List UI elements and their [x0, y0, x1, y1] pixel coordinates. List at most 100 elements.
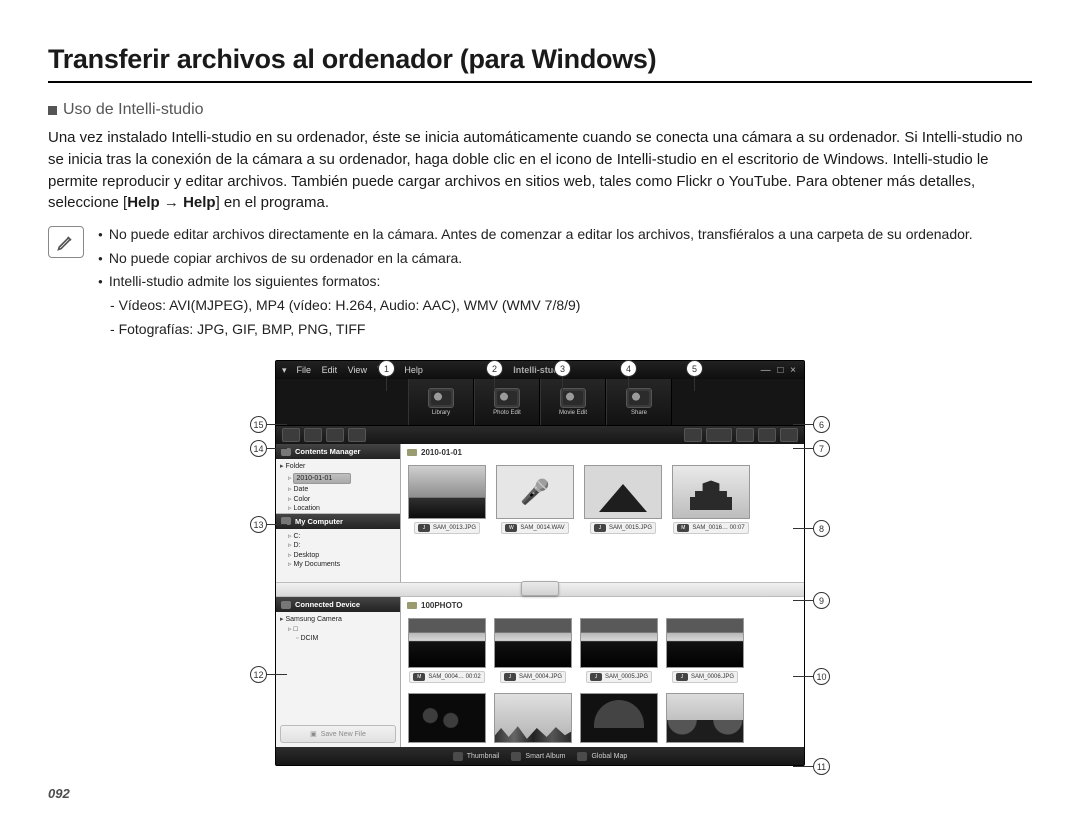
thumbnail-image	[408, 465, 486, 519]
callout-number: 10	[813, 668, 830, 685]
view-video-button[interactable]	[758, 428, 776, 442]
app-logo: Intelli-studio	[513, 365, 567, 375]
tree-folder-root[interactable]: Folder	[280, 462, 396, 471]
tree-item[interactable]: My Documents	[288, 560, 396, 569]
thumbnail[interactable]: JSAM_0013.JPG	[409, 465, 485, 534]
thumbnail[interactable]	[667, 693, 743, 743]
menu-view[interactable]: View	[348, 365, 367, 375]
thumbnail[interactable]: JSAM_0015.JPG	[585, 465, 661, 534]
square-bullet-icon	[48, 106, 57, 115]
notes-block: No puede editar archivos directamente en…	[98, 224, 973, 342]
tree-item[interactable]: □	[288, 625, 396, 634]
thumbnail-image	[584, 465, 662, 519]
connected-device-header: Connected Device	[276, 597, 400, 612]
type-badge-icon: M	[677, 524, 689, 532]
tree-device-root[interactable]: Samsung Camera	[280, 615, 396, 624]
library-icon	[428, 388, 454, 408]
thumbnail-label: JSAM_0005.JPG	[586, 671, 652, 683]
callout-line	[793, 766, 813, 767]
upper-split: Contents Manager Folder 2010-01-01 Date …	[276, 444, 804, 582]
type-badge-icon: J	[418, 524, 430, 532]
menu-file[interactable]: File	[297, 365, 312, 375]
thumbnail[interactable]	[581, 693, 657, 743]
window-controls[interactable]: — □ ×	[761, 365, 798, 376]
subheading-text: Uso de Intelli-studio	[63, 101, 204, 119]
thumbnail-label: MSAM_0016… 00:07	[673, 522, 748, 534]
thumbnail-image	[580, 693, 658, 743]
tree-item[interactable]: Date	[288, 485, 396, 494]
menu-tool[interactable]: Tool	[377, 365, 394, 375]
thumbnail[interactable]: JSAM_0004.JPG	[495, 618, 571, 683]
contents-manager-panel: Contents Manager Folder 2010-01-01 Date …	[276, 444, 401, 582]
tab-share[interactable]: Share	[606, 379, 672, 425]
menu-bar[interactable]: File Edit View Tool Help	[297, 365, 431, 375]
view-audio-button[interactable]	[780, 428, 798, 442]
tree-item[interactable]: C:	[288, 532, 396, 541]
menu-edit[interactable]: Edit	[322, 365, 338, 375]
tree-item[interactable]: Location	[288, 504, 396, 513]
thumbnail[interactable]: MSAM_0016… 00:07	[673, 465, 749, 534]
menu-help[interactable]: Help	[404, 365, 423, 375]
note-icon	[48, 226, 84, 258]
thumbnail[interactable]: WSAM_0014.WAV	[497, 465, 573, 534]
my-computer-header: My Computer	[276, 513, 400, 529]
thumbnail[interactable]: JSAM_0005.JPG	[581, 618, 657, 683]
thumbnail-image	[408, 693, 486, 743]
type-badge-icon: W	[505, 524, 517, 532]
tab-library[interactable]: Library	[408, 379, 474, 425]
computer-icon	[281, 517, 291, 525]
thumbnail[interactable]	[409, 693, 485, 743]
device-tree[interactable]: Samsung Camera □ DCIM	[276, 612, 400, 725]
titlebar: ▾ File Edit View Tool Help Intelli-studi…	[276, 361, 804, 379]
thumbs-upper: JSAM_0013.JPG WSAM_0014.WAV JSAM_0015.JP…	[401, 461, 804, 534]
save-new-file-button[interactable]: ▣ Save New File	[280, 725, 396, 743]
splitter-handle[interactable]	[276, 582, 804, 597]
save-icon: ▣	[310, 730, 317, 738]
nav-up-button[interactable]	[326, 428, 344, 442]
lower-split: Connected Device Samsung Camera □ DCIM ▣…	[276, 597, 804, 747]
tree-item[interactable]: D:	[288, 541, 396, 550]
thumbnail-image	[666, 693, 744, 743]
footer-thumbnail[interactable]: Thumbnail	[453, 752, 500, 761]
type-badge-icon: M	[413, 673, 425, 681]
type-badge-icon: J	[594, 524, 606, 532]
thumbnail[interactable]	[495, 693, 571, 743]
tab-photo-edit[interactable]: Photo Edit	[474, 379, 540, 425]
tree-item[interactable]: Color	[288, 495, 396, 504]
tree-item[interactable]: DCIM	[296, 634, 396, 643]
folder-header-upper: 2010-01-01	[401, 444, 804, 461]
page-heading: Transferir archivos al ordenador (para W…	[48, 44, 1032, 75]
intro-paragraph: Una vez instalado Intelli-studio en su o…	[48, 127, 1032, 214]
footer-bar: Thumbnail Smart Album Global Map	[276, 747, 804, 765]
callout-number: 13	[250, 516, 267, 533]
drive-tree[interactable]: C: D: Desktop My Documents	[276, 529, 400, 583]
tab-movie-edit[interactable]: Movie Edit	[540, 379, 606, 425]
view-all-button[interactable]	[706, 428, 732, 442]
thumbnail-label: JSAM_0015.JPG	[590, 522, 656, 534]
tree-selected-date[interactable]: 2010-01-01	[293, 473, 351, 484]
thumbnail-image	[408, 618, 486, 668]
library-pane: 2010-01-01 JSAM_0013.JPG WSAM_0014.WAV J…	[401, 444, 804, 582]
movie-edit-icon	[560, 388, 586, 408]
footer-global-map[interactable]: Global Map	[577, 752, 627, 761]
thumbnail-icon	[453, 752, 463, 761]
view-filter-button[interactable]	[684, 428, 702, 442]
view-photo-button[interactable]	[736, 428, 754, 442]
footer-smart-album[interactable]: Smart Album	[511, 752, 565, 761]
folder-icon	[407, 602, 417, 609]
folder-tree[interactable]: Folder 2010-01-01 Date Color Location	[276, 459, 400, 513]
thumbnail[interactable]: MSAM_0004… 00:02	[409, 618, 485, 683]
nav-import-button[interactable]	[348, 428, 366, 442]
app-icon: ▾	[282, 365, 287, 376]
folder-icon	[281, 448, 291, 456]
type-badge-icon: J	[590, 673, 602, 681]
nav-fwd-button[interactable]	[304, 428, 322, 442]
camera-icon	[281, 601, 291, 609]
nav-back-button[interactable]	[282, 428, 300, 442]
thumbnail-image	[666, 618, 744, 668]
tree-item[interactable]: Desktop	[288, 551, 396, 560]
contents-manager-header: Contents Manager	[276, 444, 400, 459]
thumbnail[interactable]: JSAM_0006.JPG	[667, 618, 743, 683]
folder-header-lower: 100PHOTO	[401, 597, 804, 614]
note-item: Intelli-studio admite los siguientes for…	[98, 271, 973, 293]
